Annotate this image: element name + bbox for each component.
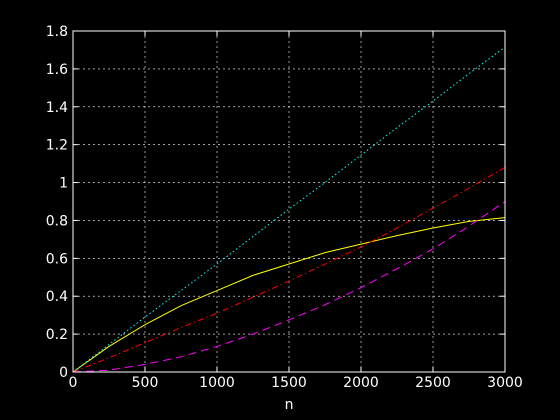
y-tick-label: 1.2 (46, 138, 68, 154)
series-group (72, 46, 506, 373)
y-tick-label: 1.4 (46, 100, 68, 116)
x-tick-label: 500 (132, 375, 159, 391)
x-tick-label: 2000 (343, 375, 379, 391)
y-tick-label: 1 (59, 176, 68, 192)
x-axis-label: n (285, 397, 294, 413)
tick-labels: 0 500 1000 1500 2000 2500 3000 0 0.2 0.4 0.6 0.8 1 1.… (46, 24, 523, 391)
x-tick-label: 0 (69, 375, 78, 391)
x-tick-label: 1000 (199, 375, 235, 391)
y-tick-label: 0.6 (46, 251, 68, 267)
y-tick-label: 0.8 (46, 213, 68, 229)
series-line-1 (72, 217, 506, 373)
y-tick-label: 0.4 (46, 289, 68, 305)
y-tick-label: 1.8 (46, 24, 68, 40)
series-line-4 (72, 201, 506, 373)
y-tick-label: 0 (59, 365, 68, 381)
x-tick-label: 1500 (271, 375, 307, 391)
axes (72, 30, 506, 373)
grid (73, 31, 505, 372)
series-line-3 (72, 166, 506, 373)
y-tick-label: 0.2 (46, 327, 68, 343)
x-tick-label: 3000 (487, 375, 523, 391)
y-tick-label: 1.6 (46, 62, 68, 78)
x-tick-label: 2500 (415, 375, 451, 391)
